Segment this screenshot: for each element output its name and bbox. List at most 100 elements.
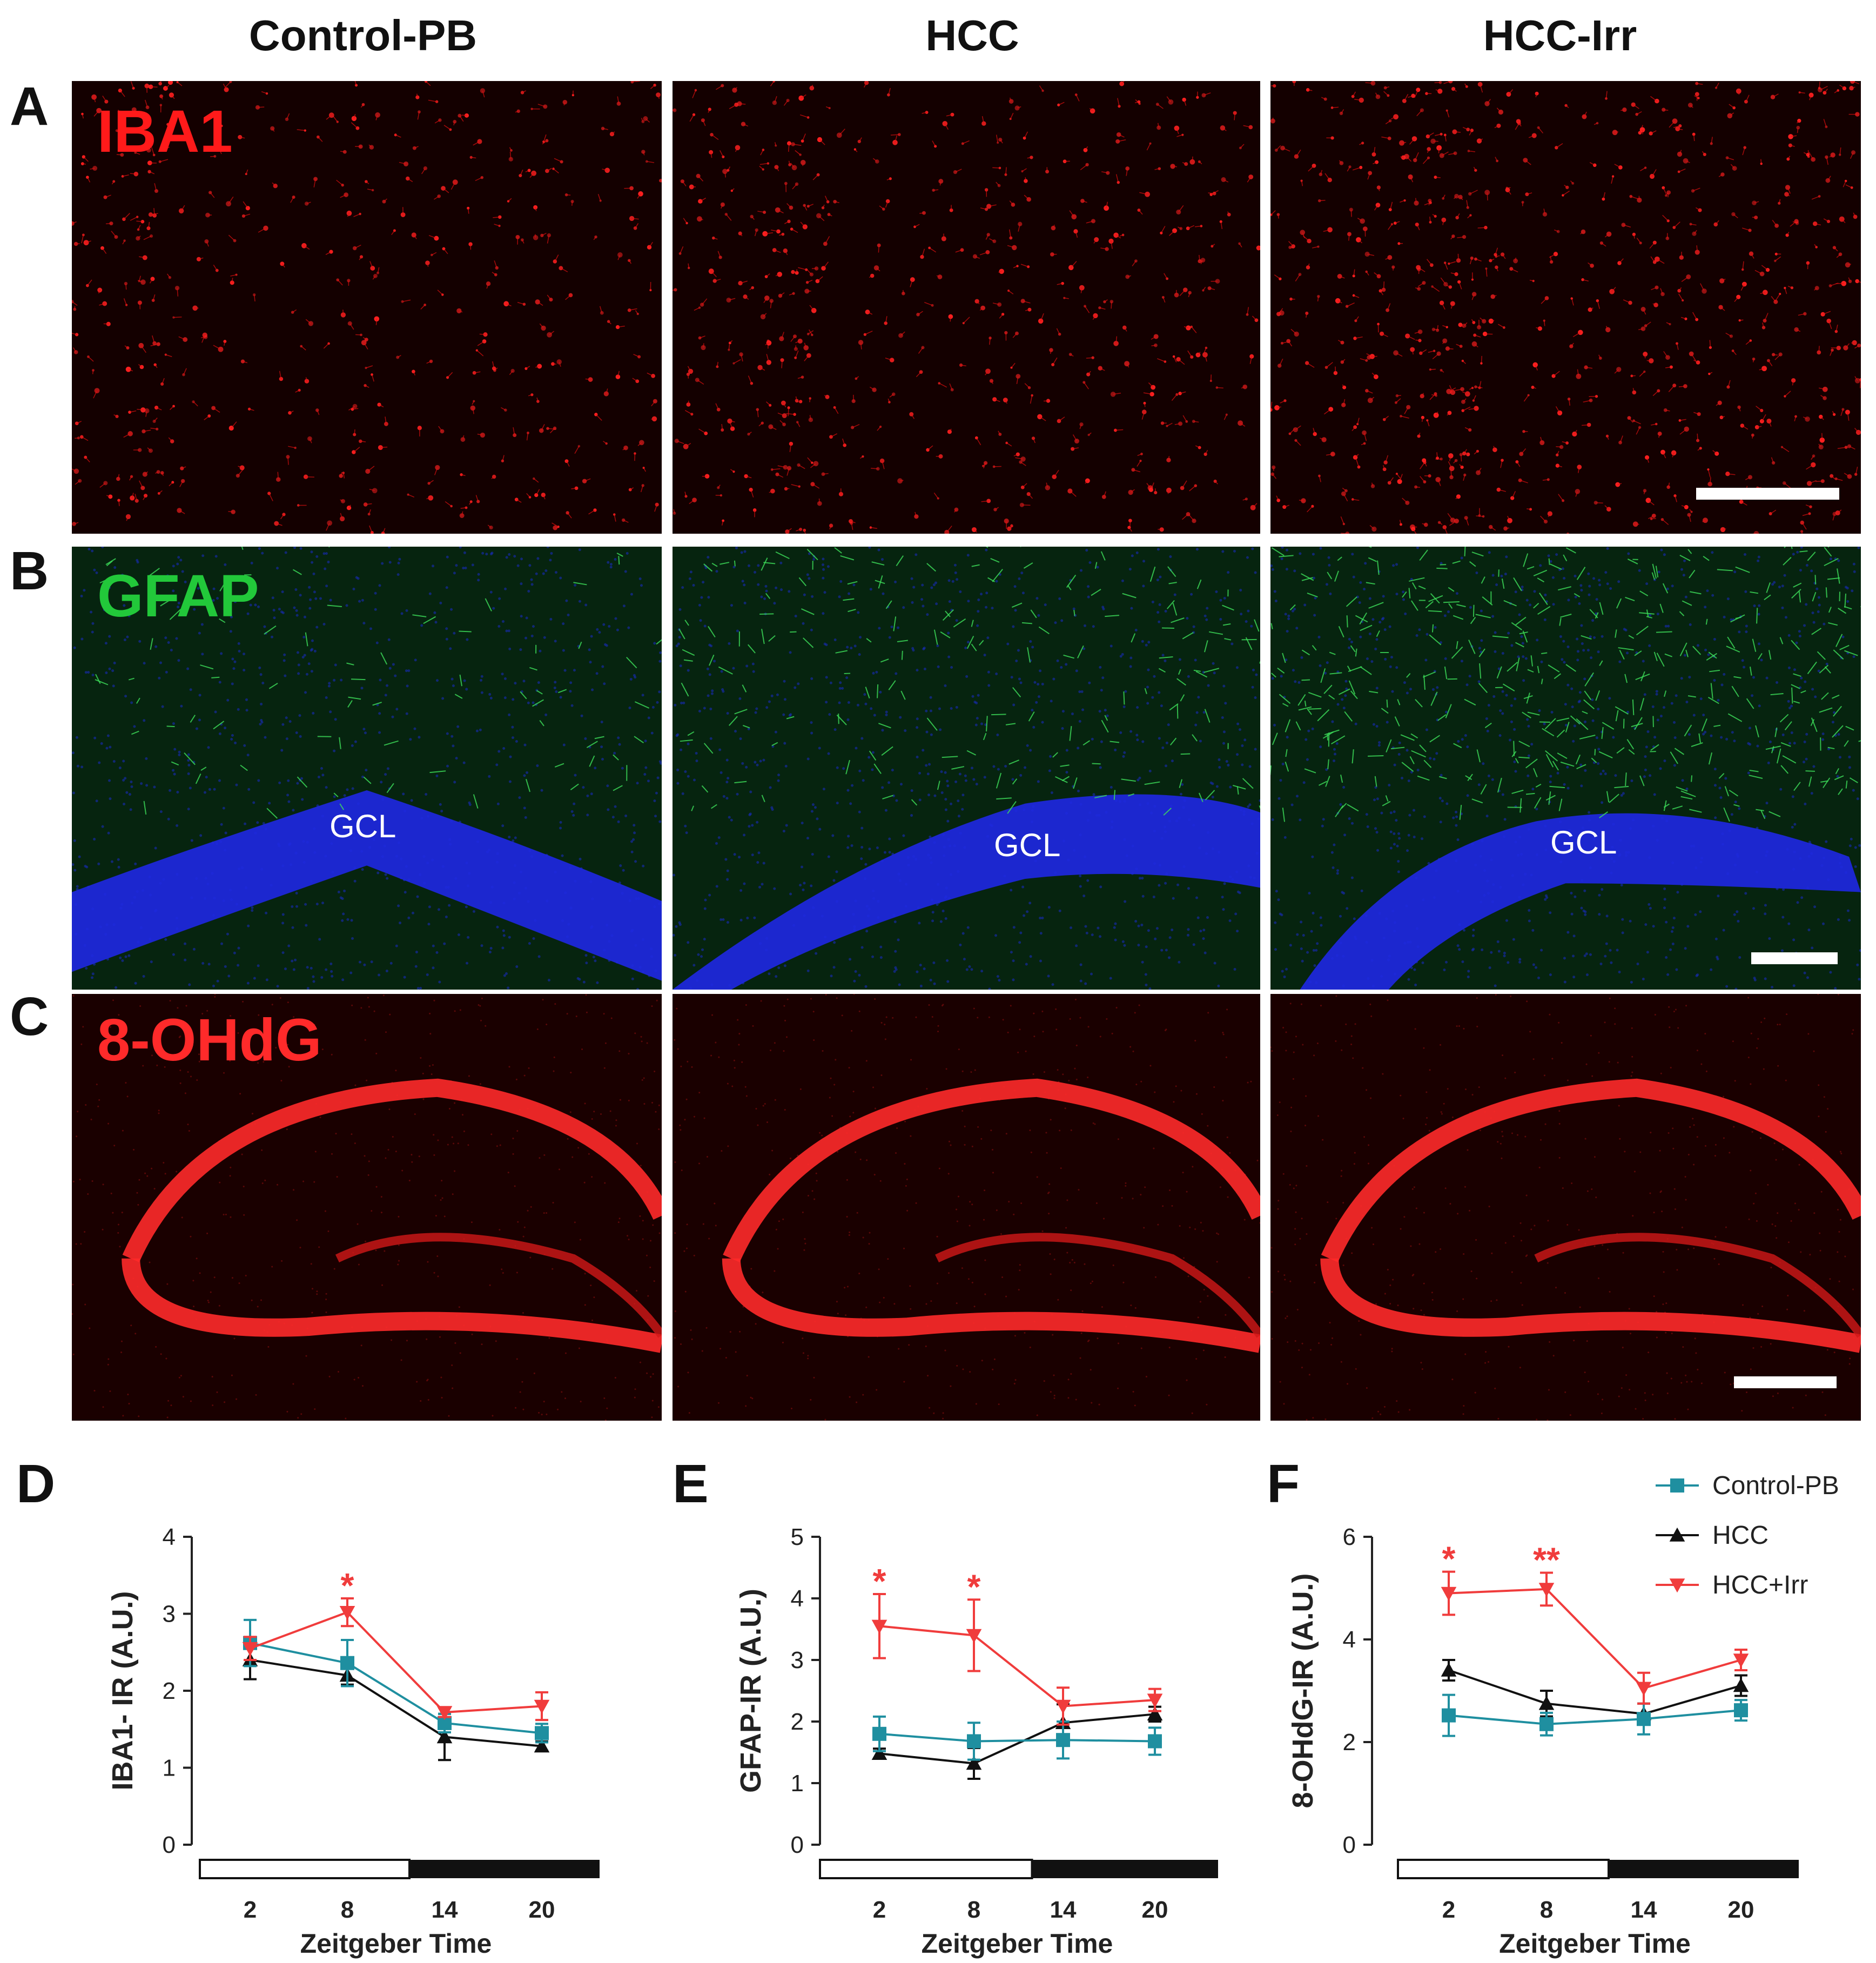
series-line [250, 1659, 542, 1747]
data-point [534, 1738, 550, 1753]
x-tick-label: 8 [967, 1897, 980, 1923]
x-tick-label: 14 [432, 1897, 458, 1923]
data-point [1539, 1717, 1554, 1731]
gcl-label-control-pb: GCL [330, 808, 396, 844]
series-line [879, 1713, 1155, 1765]
series-line [250, 1642, 542, 1735]
micrograph-b-hcc [673, 547, 1260, 990]
series-line [1448, 1669, 1741, 1715]
micrograph-c-hcc [673, 994, 1260, 1421]
gcl-label-hcc-irr: GCL [1550, 824, 1617, 861]
x-axis-label: Zeitgeber Time [1499, 1928, 1691, 1959]
series-line [1448, 1709, 1741, 1725]
y-tick-label: 4 [163, 1524, 176, 1550]
data-point [967, 1734, 981, 1749]
data-point [339, 1605, 355, 1620]
data-point [1442, 1708, 1456, 1723]
stain-label-gfap: GFAP [97, 563, 259, 629]
chart-e: 0 1 2 3 4 5 GFAP-IR (A.U.) 2 8 14 20 Zeitgeber Time… [735, 1524, 1218, 1959]
x-tick-label: 2 [244, 1897, 257, 1923]
data-point [871, 1619, 887, 1634]
x-tick-label: 8 [341, 1897, 354, 1923]
series-hcc [242, 1639, 550, 1762]
micrograph-c-hcc-irr [1270, 994, 1861, 1421]
y-tick-label: 0 [1343, 1832, 1356, 1858]
series-control-pb [1442, 1693, 1748, 1737]
legend-item: HCC+Irr [1656, 1571, 1808, 1599]
scale-bar-a [1696, 488, 1839, 500]
data-point [1147, 1693, 1163, 1708]
data-point [1055, 1699, 1071, 1714]
y-axis-label: 8-OHdG-IR (A.U.) [1287, 1574, 1319, 1809]
data-point [1056, 1733, 1070, 1747]
y-tick-label: 6 [1343, 1524, 1356, 1550]
panel-letter-e: E [673, 1454, 709, 1514]
data-point [1733, 1678, 1749, 1692]
chart-d: 0 1 2 3 4 IBA1- IR (A.U.) 2 8 14 20 Zeitgeber Time… [106, 1524, 600, 1959]
x-tick-label: 2 [1442, 1897, 1455, 1923]
x-tick-label: 20 [529, 1897, 555, 1923]
data-point [242, 1642, 258, 1656]
x-tick-label: 8 [1540, 1897, 1553, 1923]
micrograph-a-hcc [673, 81, 1260, 534]
scale-bar-c [1734, 1376, 1837, 1388]
light-phase-bar [819, 1859, 1033, 1879]
gcl-label-hcc: GCL [994, 827, 1061, 863]
panel-letter-f: F [1267, 1454, 1300, 1514]
micrograph-c-control-pb [72, 994, 662, 1421]
chart-f: 0 2 4 6 8-OHdG-IR (A.U.) 2 8 14 20 Zeitgeber Time… [1287, 1524, 1799, 1959]
data-point [436, 1729, 453, 1744]
legend-item: Control-PB [1656, 1471, 1839, 1500]
legend-item: HCC [1656, 1521, 1769, 1550]
micrograph-b-control-pb [72, 547, 662, 990]
y-tick-label: 3 [791, 1647, 804, 1673]
data-point [1538, 1583, 1555, 1597]
data-point [1538, 1696, 1555, 1710]
row-letter-b: B [10, 541, 49, 601]
series-line [879, 1625, 1155, 1707]
data-point [534, 1699, 550, 1714]
row-letter-a: A [10, 76, 49, 137]
micrograph-b-hcc-irr [1270, 547, 1861, 990]
legend-label: Control-PB [1712, 1471, 1839, 1500]
data-point [1636, 1682, 1652, 1696]
significance-star: * [341, 1566, 354, 1605]
x-tick-label: 14 [1050, 1897, 1077, 1923]
stain-label-iba1: IBA1 [97, 98, 233, 165]
column-title-hcc: HCC [925, 11, 1019, 59]
significance-star: ** [1533, 1541, 1560, 1579]
y-tick-label: 4 [791, 1585, 804, 1612]
light-phase-bar [199, 1859, 411, 1879]
legend: Control-PB HCC HCC+Irr [1656, 1471, 1839, 1599]
row-letter-c: C [10, 986, 49, 1047]
y-tick-label: 0 [791, 1832, 804, 1858]
significance-star: * [873, 1562, 886, 1601]
data-point [1637, 1712, 1651, 1726]
data-point [966, 1629, 982, 1643]
y-tick-label: 1 [163, 1755, 176, 1782]
y-tick-label: 3 [163, 1601, 176, 1628]
data-point [1441, 1586, 1457, 1601]
x-axis-label: Zeitgeber Time [300, 1928, 492, 1959]
significance-star: * [1442, 1540, 1456, 1578]
y-tick-label: 2 [1343, 1729, 1356, 1756]
column-title-control-pb: Control-PB [248, 11, 478, 59]
data-point [535, 1726, 549, 1740]
data-point [1148, 1734, 1162, 1749]
series-line [879, 1732, 1155, 1743]
stain-label-8ohdg: 8-OHdG [97, 1007, 322, 1073]
dark-phase-bar [1609, 1860, 1799, 1878]
y-axis-label: IBA1- IR (A.U.) [106, 1591, 139, 1791]
x-tick-label: 2 [873, 1897, 886, 1923]
data-point [1733, 1653, 1749, 1668]
data-point [1734, 1703, 1748, 1718]
dark-phase-bar [1032, 1860, 1218, 1878]
significance-star: * [967, 1567, 981, 1606]
y-tick-label: 1 [791, 1770, 804, 1797]
y-tick-label: 4 [1343, 1626, 1356, 1653]
y-tick-label: 0 [163, 1832, 176, 1858]
series-control-pb [872, 1715, 1162, 1761]
legend-label: HCC [1712, 1521, 1769, 1550]
micrograph-a-hcc-irr [1270, 81, 1861, 534]
